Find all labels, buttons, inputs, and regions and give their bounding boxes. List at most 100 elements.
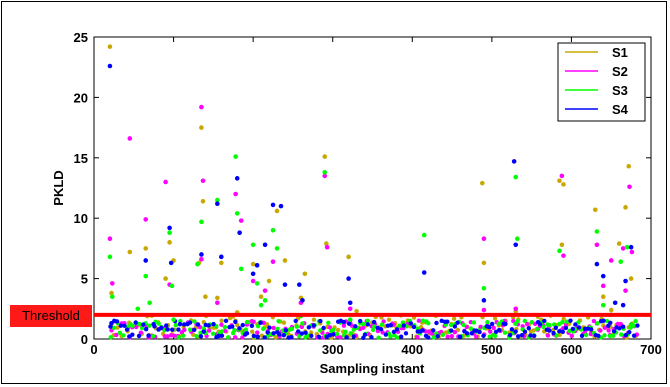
- band-point: [130, 332, 135, 337]
- band-point: [431, 335, 436, 340]
- data-point: [199, 256, 204, 262]
- data-point: [354, 308, 359, 314]
- data-point: [109, 290, 114, 296]
- data-point: [171, 317, 176, 322]
- data-point: [199, 219, 204, 225]
- band-point: [308, 330, 314, 335]
- band-point: [415, 334, 420, 340]
- band-point: [513, 329, 518, 334]
- band-point: [375, 325, 380, 330]
- band-point: [452, 324, 458, 329]
- data-point: [195, 261, 200, 267]
- data-point: [107, 44, 113, 49]
- data-point: [258, 302, 264, 308]
- data-point: [215, 201, 220, 207]
- data-point: [322, 169, 328, 175]
- data-point: [238, 218, 244, 223]
- data-point: [594, 242, 600, 248]
- band-point: [180, 333, 186, 338]
- data-point: [618, 259, 624, 264]
- band-point: [136, 333, 142, 339]
- band-point: [326, 320, 331, 325]
- band-point: [306, 325, 312, 330]
- x-tick-label: 500: [481, 342, 503, 357]
- band-point: [240, 322, 245, 328]
- data-point: [238, 266, 244, 272]
- band-point: [334, 331, 340, 337]
- band-point: [589, 327, 594, 332]
- data-point: [480, 180, 485, 186]
- data-point: [623, 205, 628, 210]
- data-point: [511, 159, 517, 164]
- data-point: [481, 298, 487, 303]
- band-point: [296, 329, 301, 334]
- data-point: [623, 278, 628, 284]
- band-point: [416, 318, 422, 323]
- band-point: [519, 332, 525, 338]
- data-point: [324, 241, 329, 246]
- data-point: [233, 191, 238, 197]
- data-point: [219, 260, 224, 266]
- data-point: [274, 246, 280, 251]
- data-point: [167, 230, 172, 235]
- band-point: [299, 331, 305, 336]
- band-point: [173, 322, 178, 328]
- x-tick-label: 300: [322, 342, 344, 357]
- band-point: [187, 320, 193, 325]
- band-point: [457, 334, 463, 339]
- band-point: [398, 334, 404, 339]
- band-point: [317, 328, 323, 333]
- data-point: [266, 278, 272, 284]
- band-point: [219, 322, 224, 327]
- legend-label: S4: [612, 102, 629, 117]
- data-point: [215, 197, 220, 203]
- band-point: [502, 330, 508, 335]
- legend-label: S3: [612, 83, 628, 98]
- band-point: [449, 333, 455, 339]
- band-point: [195, 322, 201, 327]
- data-point: [421, 270, 427, 275]
- data-point: [600, 294, 606, 300]
- x-axis-label: Sampling instant: [320, 361, 425, 376]
- band-point: [262, 335, 267, 340]
- data-point: [346, 276, 351, 281]
- band-point: [255, 334, 260, 339]
- x-tick-label: 200: [242, 342, 264, 357]
- band-point: [551, 330, 556, 336]
- band-point: [137, 321, 142, 327]
- band-point: [607, 333, 613, 339]
- band-point: [130, 323, 135, 329]
- band-point: [115, 325, 120, 330]
- data-point: [200, 178, 206, 184]
- band-point: [264, 322, 270, 327]
- band-point: [165, 334, 170, 339]
- data-point: [620, 246, 626, 251]
- band-point: [344, 335, 349, 340]
- data-point: [169, 283, 175, 289]
- data-point: [107, 63, 113, 69]
- band-point: [277, 332, 282, 337]
- band-point: [464, 331, 470, 336]
- data-point: [627, 184, 632, 190]
- band-point: [547, 323, 552, 328]
- band-point: [210, 331, 216, 336]
- band-point: [251, 319, 256, 324]
- band-point: [265, 330, 270, 335]
- data-point: [561, 253, 566, 258]
- x-tick-label: 600: [561, 342, 583, 357]
- band-point: [619, 332, 624, 337]
- y-tick-label: 25: [74, 30, 88, 45]
- band-point: [122, 323, 127, 328]
- band-point: [379, 322, 385, 327]
- band-point: [451, 316, 457, 321]
- band-point: [156, 321, 161, 326]
- data-point: [200, 198, 206, 204]
- band-point: [570, 326, 576, 332]
- data-point: [143, 217, 149, 222]
- band-point: [620, 324, 626, 329]
- data-point: [233, 154, 238, 159]
- data-point: [324, 244, 330, 250]
- band-point: [351, 334, 356, 339]
- band-point: [300, 321, 305, 326]
- data-point: [421, 232, 427, 238]
